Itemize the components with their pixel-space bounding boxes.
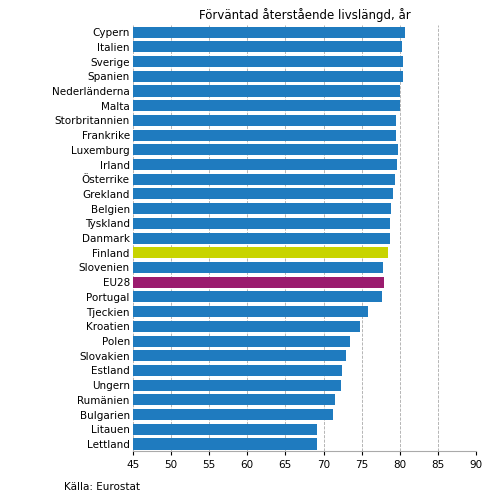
Bar (133, 233, 390, 244)
Bar (133, 379, 341, 391)
Bar (133, 394, 335, 405)
Bar (133, 306, 368, 317)
Bar (133, 424, 317, 435)
Bar (133, 292, 382, 303)
Bar (133, 174, 395, 185)
Bar (133, 335, 350, 347)
Bar (133, 248, 388, 258)
Bar (133, 203, 391, 214)
Bar (133, 365, 342, 376)
Bar (133, 144, 398, 155)
Text: Källa: Eurostat: Källa: Eurostat (64, 482, 140, 492)
Bar (133, 277, 384, 288)
Bar (133, 115, 396, 126)
Bar (133, 409, 333, 420)
Bar (133, 218, 390, 229)
Bar (133, 100, 400, 111)
Bar (133, 321, 360, 332)
Bar (133, 41, 402, 53)
Title: Förväntad återstående livslängd, år: Förväntad återstående livslängd, år (198, 8, 410, 22)
Bar (133, 129, 396, 141)
Bar (133, 159, 397, 170)
Bar (133, 56, 403, 67)
Bar (133, 27, 405, 38)
Bar (133, 350, 347, 361)
Bar (133, 85, 400, 97)
Bar (133, 71, 403, 82)
Bar (133, 188, 393, 199)
Bar (133, 262, 383, 273)
Bar (133, 438, 317, 449)
